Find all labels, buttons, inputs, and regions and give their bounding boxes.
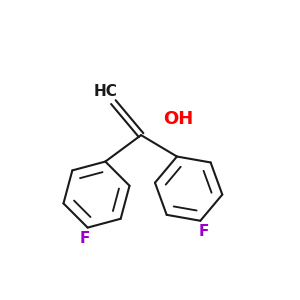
Text: HC: HC [93, 84, 117, 99]
Text: F: F [80, 231, 90, 246]
Text: OH: OH [164, 110, 194, 128]
Text: F: F [199, 224, 209, 239]
